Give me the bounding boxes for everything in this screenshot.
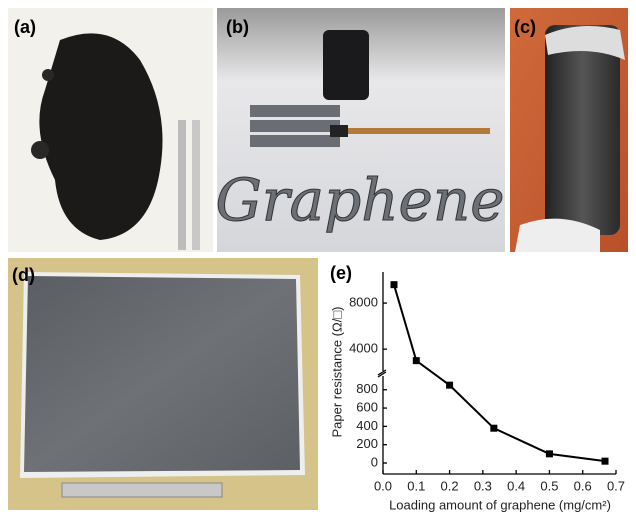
photo-a: (a)	[8, 8, 213, 252]
marker	[390, 281, 397, 288]
figure: (a) Graphene (b) (c) (d) (e) 0.00.10.20.…	[0, 0, 636, 516]
photo-c: (c)	[510, 8, 628, 252]
marker	[602, 458, 609, 465]
x-tick-label: 0.2	[441, 478, 459, 493]
x-tick-label: 0.3	[474, 478, 492, 493]
panel-label: (e)	[330, 263, 352, 283]
x-tick-label: 0.5	[540, 478, 558, 493]
x-axis-title: Loading amount of graphene (mg/cm²)	[389, 497, 611, 512]
marker	[446, 382, 453, 389]
y-axis-title: Paper resistance (Ω/□)	[329, 306, 344, 437]
panel-label: (d)	[12, 265, 35, 285]
y-tick-label: 8000	[349, 295, 378, 310]
y-tick-label: 4000	[349, 341, 378, 356]
marker	[413, 357, 420, 364]
x-tick-label: 0.1	[407, 478, 425, 493]
x-tick-label: 0.6	[574, 478, 592, 493]
marker	[546, 450, 553, 457]
photo-d: (d)	[8, 258, 318, 510]
line	[394, 285, 605, 462]
x-tick-label: 0.7	[607, 478, 625, 493]
plot: 0.0 0.1 0.2 0.3 0.4 0.5 0.6 0.7 0 200 400 600 800 400…	[349, 272, 625, 493]
handwriting: Graphene	[215, 166, 504, 234]
panel-label: (c)	[514, 17, 536, 37]
y-tick-label: 800	[356, 381, 378, 396]
y-tick-label: 200	[356, 436, 378, 451]
x-tick-label: 0.4	[507, 478, 525, 493]
panel-label: (a)	[14, 17, 36, 37]
y-tick-label: 0	[371, 454, 378, 469]
x-tick-label: 0.0	[374, 478, 392, 493]
panel-label: (b)	[226, 17, 249, 37]
marker	[490, 425, 497, 432]
y-tick-label: 600	[356, 399, 378, 414]
y-tick-label: 400	[356, 418, 378, 433]
photo-b: Graphene (b)	[215, 8, 505, 252]
